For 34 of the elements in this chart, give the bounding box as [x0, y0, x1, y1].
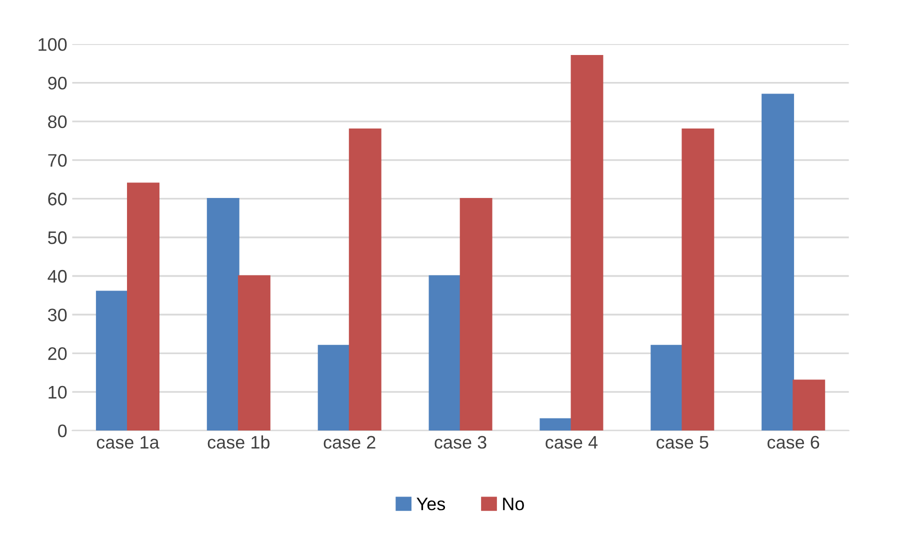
y-tick-label: 70 [48, 154, 67, 167]
bar [682, 128, 714, 431]
bar [96, 290, 128, 431]
bar [238, 275, 270, 431]
y-tick-label: 10 [48, 386, 67, 399]
x-tick-label: case 4 [546, 436, 598, 449]
y-tick-label: 80 [48, 115, 67, 128]
bar [650, 344, 684, 431]
legend-label: Yes [416, 498, 446, 510]
bar [570, 55, 604, 431]
bar [792, 380, 826, 431]
y-tick-label: 40 [48, 270, 67, 283]
y-tick-label: 30 [48, 308, 67, 322]
x-tick-label: case 5 [656, 436, 708, 449]
bar [540, 418, 572, 431]
bar [460, 198, 492, 431]
bar [762, 94, 794, 431]
bar [318, 344, 350, 431]
bar [428, 275, 462, 431]
y-tick-label: 0 [58, 424, 67, 438]
x-tick-label: case 1b [208, 435, 270, 449]
legend-label: No [503, 498, 524, 510]
y-tick-label: 100 [38, 38, 67, 51]
x-tick-label: case 3 [434, 436, 486, 449]
bar [348, 128, 382, 431]
y-tick-label: 60 [48, 192, 67, 206]
y-tick-label: 20 [48, 347, 67, 360]
bar [206, 198, 240, 431]
x-tick-label: case 6 [768, 436, 820, 449]
y-tick-label: 50 [48, 231, 67, 244]
x-tick-label: case 1a [96, 436, 160, 449]
y-tick-label: 90 [48, 76, 67, 90]
bar [127, 182, 160, 431]
x-tick-label: case 2 [324, 436, 376, 449]
